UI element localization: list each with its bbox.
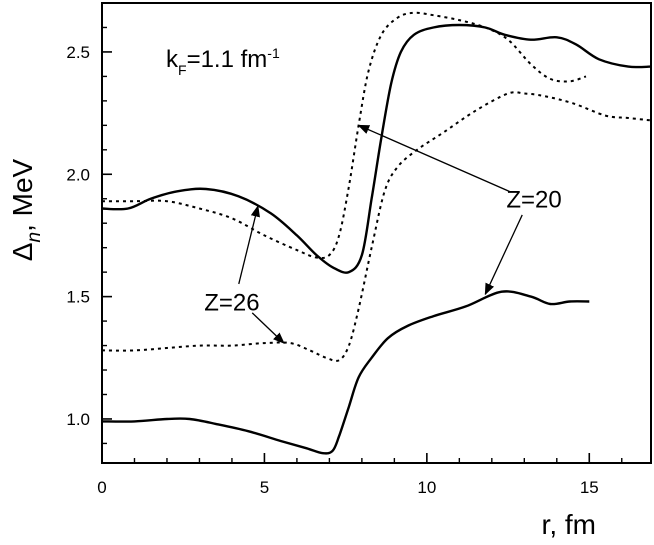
y-tick-label: 1.5 — [66, 288, 90, 307]
x-tick-label: 10 — [417, 478, 436, 497]
annotation-label-z20: Z=20 — [506, 187, 561, 214]
annotation-layer: Z=20 Z=26 — [204, 124, 562, 344]
y-tick-label: 2.5 — [66, 43, 90, 62]
annotation-arrow — [484, 214, 523, 296]
series-line-z26-dotted-lower — [101, 91, 652, 362]
y-axis-title-base: Δ — [7, 243, 38, 262]
y-axis-title: Δn, MeV — [7, 158, 45, 261]
y-tick-label: 2.0 — [66, 165, 90, 184]
kf-prefix: k — [166, 46, 179, 73]
x-tick-label: 15 — [580, 478, 599, 497]
series-line-z20-solid-upper — [101, 23, 652, 274]
series-line-z26-dotted-upper — [102, 11, 587, 260]
series-line-z20-solid-lower — [101, 290, 590, 455]
kf-sup: -1 — [267, 45, 280, 61]
ticks-layer: 0 5 10 15 1.0 1.5 2.0 2.5 — [66, 26, 623, 497]
series-layer — [101, 11, 652, 455]
kf-annotation: kF=1.1 fm-1 — [166, 45, 280, 78]
x-tick-label: 5 — [260, 478, 269, 497]
y-axis-title-rest: , MeV — [7, 158, 38, 231]
x-axis-title: r, fm — [542, 509, 596, 540]
annotation-arrow — [238, 204, 260, 285]
annotation-arrow — [357, 124, 511, 193]
annotation-label-z26: Z=26 — [204, 290, 259, 317]
plot-frame — [101, 2, 652, 464]
kf-value: =1.1 fm — [187, 46, 268, 73]
x-tick-label: 0 — [97, 478, 106, 497]
kf-sub: F — [178, 62, 187, 78]
annotation-arrow — [251, 312, 285, 344]
y-axis-title-sub: n — [24, 232, 45, 243]
y-tick-label: 1.0 — [66, 410, 90, 429]
